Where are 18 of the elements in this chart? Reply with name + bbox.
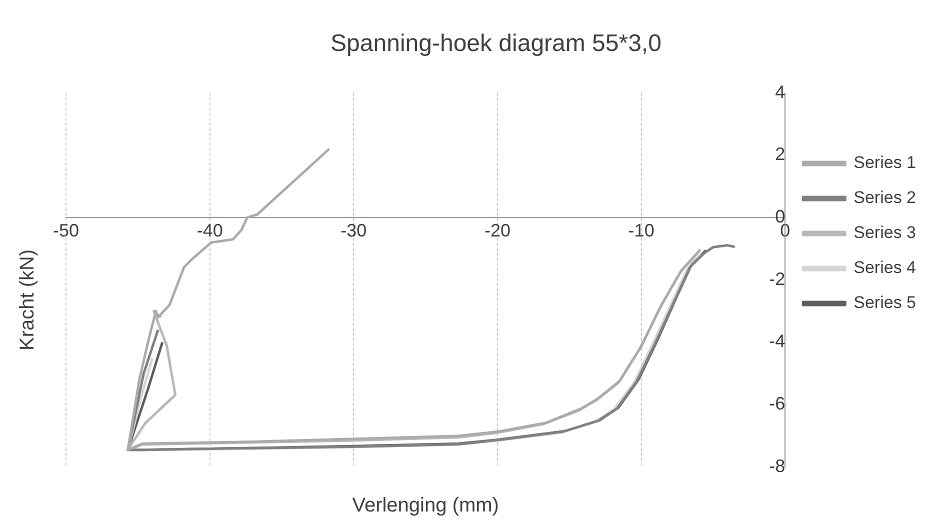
legend-label: Series 5 xyxy=(854,293,916,312)
legend-label: Series 1 xyxy=(854,153,916,172)
y-axis-title: Kracht (kN) xyxy=(16,249,39,350)
x-tick-label: -50 xyxy=(52,220,80,240)
x-tick-label: -10 xyxy=(628,220,654,240)
legend-label: Series 4 xyxy=(854,258,916,278)
chart-title: Spanning-hoek diagram 55*3,0 xyxy=(330,30,662,58)
y-tick-label: 4 xyxy=(775,82,786,102)
y-tick-label: -6 xyxy=(769,394,786,414)
legend-label: Series 2 xyxy=(854,188,916,208)
y-tick-label: -8 xyxy=(769,456,786,476)
x-tick-label: -30 xyxy=(340,220,367,240)
x-axis-title: Verlenging (mm) xyxy=(352,494,499,517)
x-tick-label: -40 xyxy=(196,220,223,240)
x-tick-label: -20 xyxy=(484,220,510,240)
legend-label: Series 3 xyxy=(854,223,916,242)
y-tick-label: 2 xyxy=(775,144,786,164)
y-tick-label: -2 xyxy=(769,268,786,289)
